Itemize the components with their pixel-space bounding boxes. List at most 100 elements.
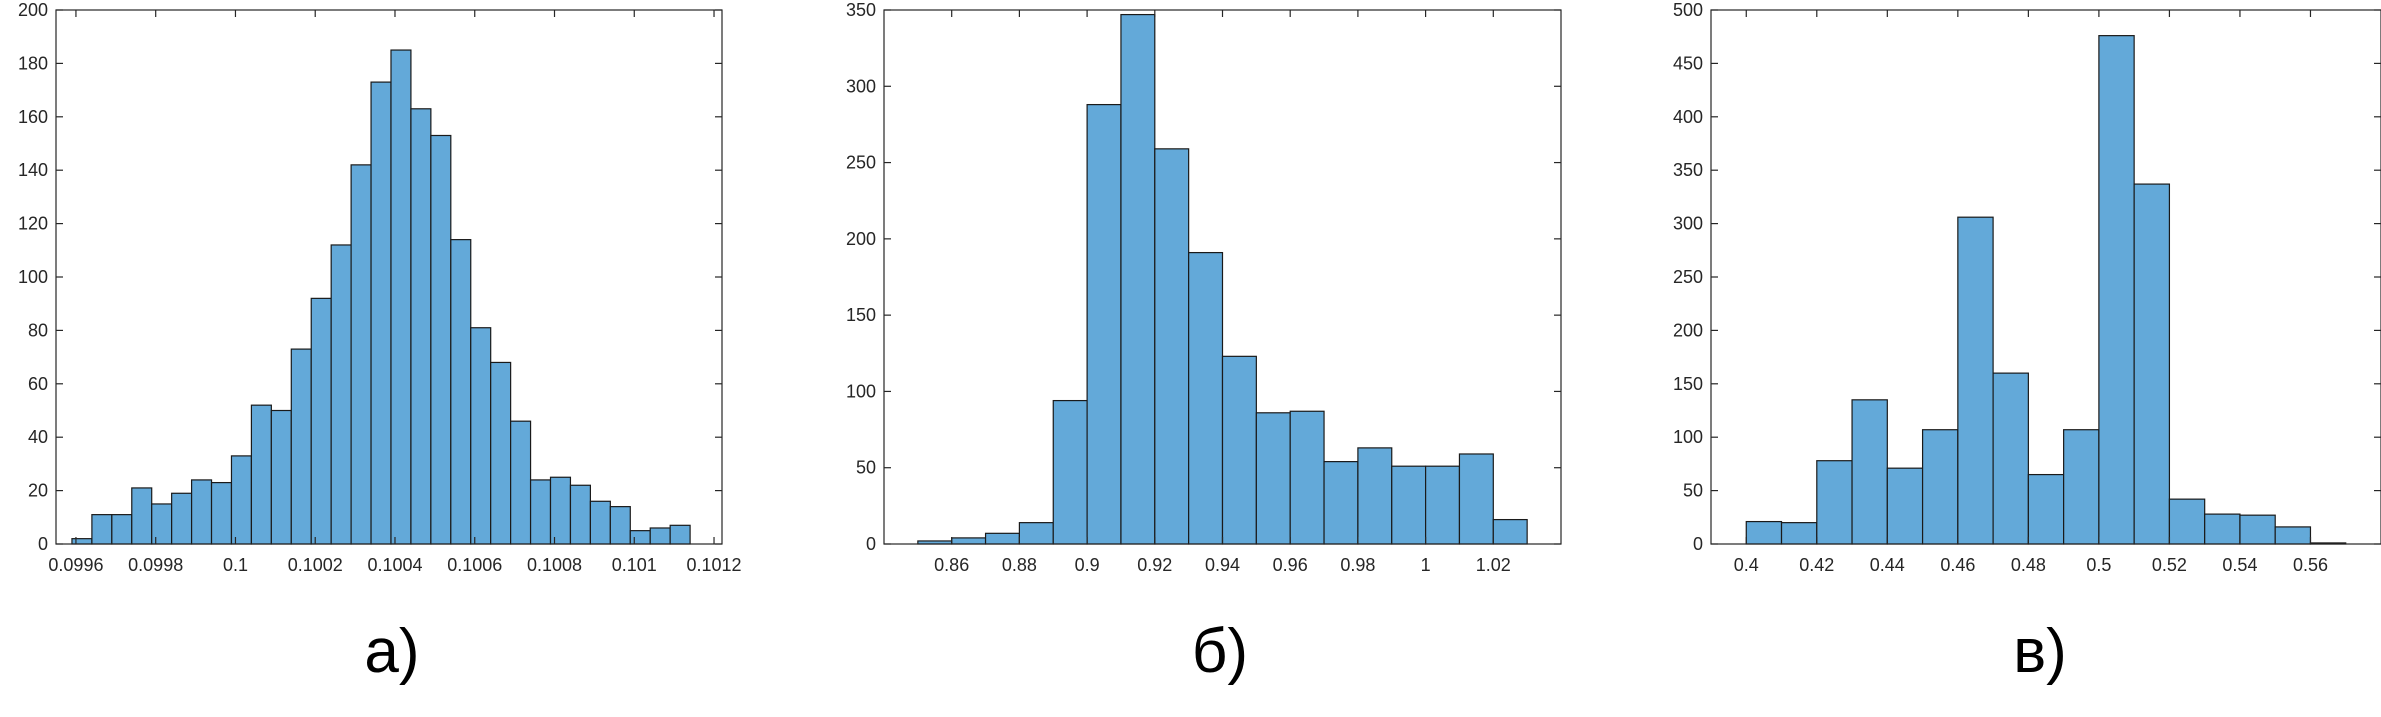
x-tick-label-a-1: 0.0998 <box>128 555 183 575</box>
y-tick-label-b-4: 200 <box>846 229 876 249</box>
histogram-bar-b-1 <box>951 537 987 545</box>
histogram-bar-a-28 <box>629 530 651 545</box>
histogram-bar-a-10 <box>270 409 292 545</box>
histogram-bar-c-9 <box>2063 429 2100 545</box>
histogram-bar-c-1 <box>1780 522 1818 545</box>
histogram-bar-a-20 <box>470 327 492 545</box>
y-tick-label-b-7: 350 <box>846 0 876 20</box>
y-tick-label-c-3: 150 <box>1673 374 1703 394</box>
histogram-bar-c-0 <box>1745 520 1783 545</box>
histogram-bar-b-6 <box>1120 13 1156 545</box>
histogram-bar-a-1 <box>91 514 113 545</box>
x-tick-label-c-8: 0.56 <box>2293 555 2328 575</box>
histogram-bar-b-4 <box>1052 399 1088 545</box>
panel-caption-b: б) <box>1192 617 1248 686</box>
histogram-bar-c-2 <box>1816 460 1853 545</box>
y-tick-label-a-7: 140 <box>18 160 48 180</box>
y-tick-label-c-0: 0 <box>1693 534 1703 554</box>
histogram-bar-a-23 <box>529 479 552 545</box>
histogram-bar-c-14 <box>2239 514 2276 545</box>
histogram-bar-a-8 <box>230 455 253 545</box>
x-tick-label-c-4: 0.48 <box>2011 555 2046 575</box>
y-tick-label-b-2: 100 <box>846 381 876 401</box>
x-tick-label-a-5: 0.1006 <box>447 555 502 575</box>
y-tick-label-b-1: 50 <box>856 458 876 478</box>
histogram-bar-a-19 <box>450 239 472 545</box>
x-tick-label-c-5: 0.5 <box>2086 555 2111 575</box>
histogram-bar-b-15 <box>1424 465 1461 545</box>
y-tick-label-a-2: 40 <box>28 427 48 447</box>
histogram-bar-b-7 <box>1154 148 1190 545</box>
histogram-bar-a-25 <box>569 484 592 545</box>
histogram-bar-a-7 <box>210 481 233 545</box>
histogram-bar-c-15 <box>2274 526 2312 545</box>
y-tick-label-c-10: 500 <box>1673 0 1703 20</box>
x-tick-label-c-3: 0.46 <box>1940 555 1975 575</box>
histogram-bar-c-13 <box>2204 513 2241 545</box>
y-tick-label-a-9: 180 <box>18 53 48 73</box>
histogram-bar-a-18 <box>430 134 452 545</box>
y-tick-label-c-7: 350 <box>1673 160 1703 180</box>
y-tick-label-c-1: 50 <box>1683 481 1703 501</box>
histogram-bar-c-7 <box>1992 372 2029 545</box>
histogram-bar-a-21 <box>490 361 512 545</box>
x-tick-label-a-7: 0.101 <box>612 555 657 575</box>
histogram-bar-a-22 <box>510 420 532 545</box>
histogram-panel-b: 0.86 0.88 0.9 0.92 0.94 0.96 0.98 1 1.02 0 50 100 15… <box>846 0 1562 575</box>
x-tick-label-c-7: 0.54 <box>2222 555 2257 575</box>
histogram-bar-a-2 <box>111 514 133 545</box>
y-tick-label-a-5: 100 <box>18 267 48 287</box>
histogram-panel-c: 0.4 0.42 0.44 0.46 0.48 0.5 0.52 0.54 0.56 0 50 100… <box>1673 0 2381 575</box>
x-tick-label-b-8: 1.02 <box>1476 555 1511 575</box>
x-tick-label-c-2: 0.44 <box>1870 555 1905 575</box>
histogram-bar-a-30 <box>669 524 691 545</box>
y-tick-label-a-1: 20 <box>28 481 48 501</box>
x-tick-label-c-0: 0.4 <box>1734 555 1759 575</box>
x-tick-label-b-5: 0.96 <box>1273 555 1308 575</box>
y-tick-label-c-6: 300 <box>1673 214 1703 234</box>
x-tick-label-b-2: 0.9 <box>1075 555 1100 575</box>
histogram-bar-a-0 <box>71 538 93 545</box>
x-tick-label-a-8: 0.1012 <box>686 555 741 575</box>
x-tick-label-b-3: 0.92 <box>1137 555 1172 575</box>
histogram-bar-a-4 <box>151 503 173 545</box>
x-tick-label-c-1: 0.42 <box>1799 555 1834 575</box>
histogram-bar-c-10 <box>2098 35 2135 545</box>
panel-caption-c: в) <box>2013 617 2067 686</box>
histogram-bar-c-11 <box>2133 183 2171 545</box>
histogram-panel-a: 0.0996 0.0998 0.1 0.1002 0.1004 0.1006 0.1008 0… <box>18 0 742 575</box>
histogram-bar-a-27 <box>609 506 631 545</box>
histogram-bar-a-13 <box>330 244 352 545</box>
x-tick-label-a-6: 0.1008 <box>527 555 582 575</box>
histogram-bar-b-9 <box>1221 355 1257 545</box>
x-tick-label-a-0: 0.0996 <box>48 555 103 575</box>
x-tick-label-b-4: 0.94 <box>1205 555 1240 575</box>
histogram-bar-b-8 <box>1188 251 1224 545</box>
histogram-bar-a-17 <box>410 108 432 545</box>
y-tick-label-a-10: 200 <box>18 0 48 20</box>
histogram-bar-c-4 <box>1886 467 1924 545</box>
x-tick-label-a-4: 0.1004 <box>367 555 422 575</box>
y-tick-label-b-3: 150 <box>846 305 876 325</box>
histogram-bar-c-6 <box>1957 216 1994 545</box>
histogram-bar-b-5 <box>1086 103 1122 545</box>
histogram-bar-b-10 <box>1255 412 1291 545</box>
histogram-bar-a-24 <box>549 476 572 545</box>
histogram-bar-b-3 <box>1018 522 1054 545</box>
histogram-bar-a-5 <box>171 492 193 545</box>
y-tick-label-c-2: 100 <box>1673 427 1703 447</box>
y-tick-label-a-6: 120 <box>18 214 48 234</box>
histogram-bar-a-26 <box>589 500 611 545</box>
x-tick-label-b-7: 1 <box>1421 555 1431 575</box>
y-tick-label-b-6: 300 <box>846 76 876 96</box>
y-tick-label-c-9: 450 <box>1673 53 1703 73</box>
y-tick-label-c-5: 250 <box>1673 267 1703 287</box>
histogram-bar-c-3 <box>1851 399 1888 545</box>
y-tick-label-a-4: 80 <box>28 320 48 340</box>
histogram-bar-a-3 <box>131 487 153 545</box>
histogram-bar-a-15 <box>370 81 392 545</box>
y-tick-label-b-0: 0 <box>866 534 876 554</box>
histogram-bar-a-14 <box>350 164 372 545</box>
histogram-bar-a-12 <box>310 297 332 545</box>
